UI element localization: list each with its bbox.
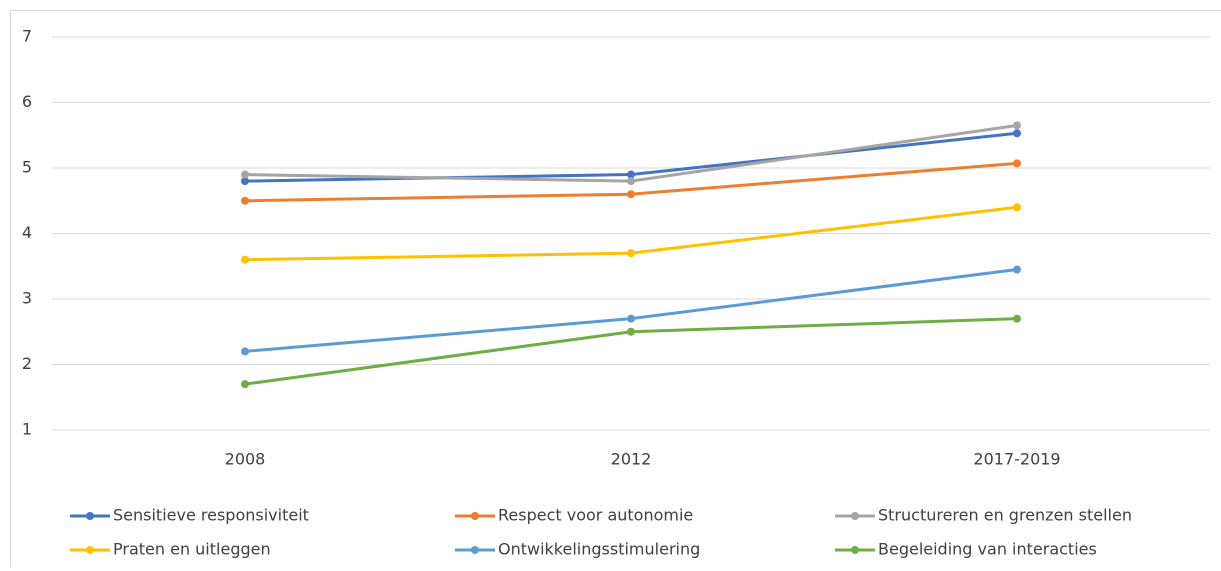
series-point [627, 315, 635, 323]
legend-label: Ontwikkelingsstimulering [498, 540, 700, 559]
y-tick-label: 7 [22, 27, 32, 46]
legend-marker [471, 546, 479, 554]
legend-label: Begeleiding van interacties [878, 540, 1097, 559]
chart-frame [11, 11, 1221, 568]
series-point [241, 347, 249, 355]
legend-marker [471, 512, 479, 520]
series-point [241, 256, 249, 264]
series-line [245, 270, 1017, 352]
legend-marker [851, 546, 859, 554]
legend-marker [86, 512, 94, 520]
series-point [241, 197, 249, 205]
legend-label: Structureren en grenzen stellen [878, 506, 1132, 525]
series-point [627, 177, 635, 185]
series-point [1013, 203, 1021, 211]
series-point [1013, 315, 1021, 323]
y-tick-label: 1 [22, 420, 32, 439]
y-tick-label: 2 [22, 354, 32, 373]
legend-label: Respect voor autonomie [498, 506, 693, 525]
legend-marker [86, 546, 94, 554]
x-tick-label: 2017-2019 [973, 450, 1060, 469]
y-tick-label: 3 [22, 289, 32, 308]
legend-label: Praten en uitleggen [113, 540, 271, 559]
legend-label: Sensitieve responsiviteit [113, 506, 309, 525]
series-point [627, 190, 635, 198]
y-tick-label: 4 [22, 223, 32, 242]
x-tick-label: 2008 [225, 450, 266, 469]
series-point [1013, 159, 1021, 167]
legend-marker [851, 512, 859, 520]
series-point [1013, 129, 1021, 137]
series-point [1013, 266, 1021, 274]
x-tick-label: 2012 [611, 450, 652, 469]
series-point [241, 171, 249, 179]
y-tick-label: 5 [22, 158, 32, 177]
series-point [1013, 121, 1021, 129]
y-tick-label: 6 [22, 92, 32, 111]
series-point [627, 328, 635, 336]
series-point [241, 380, 249, 388]
series-point [627, 249, 635, 257]
